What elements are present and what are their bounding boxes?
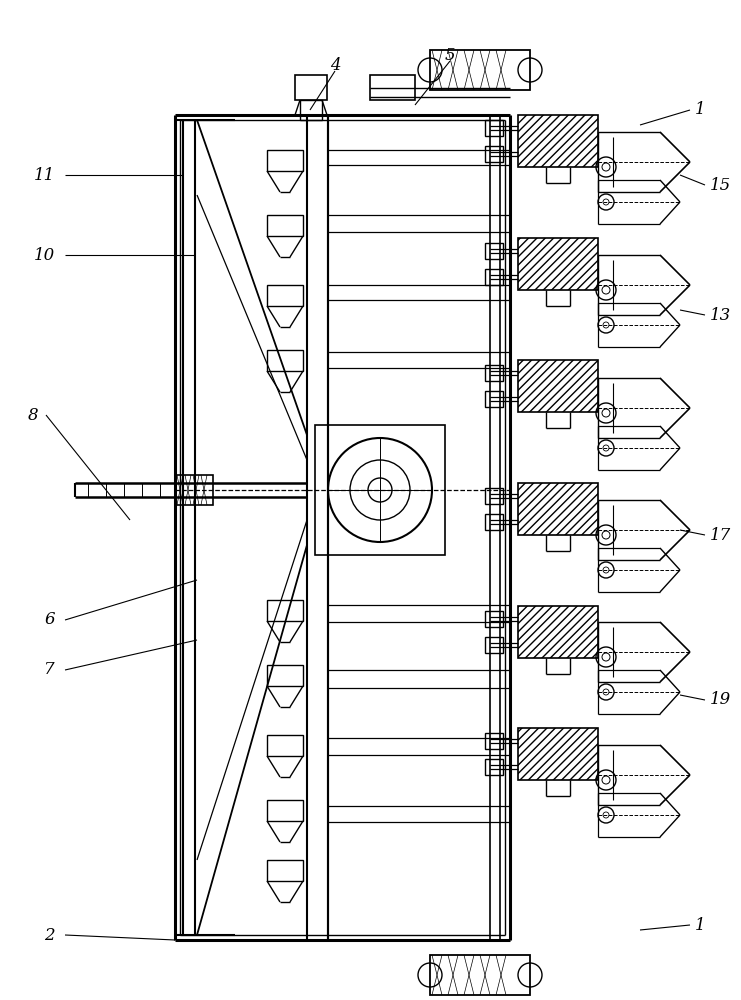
Bar: [267, 735, 303, 756]
Bar: [315, 425, 445, 555]
Bar: [267, 860, 303, 881]
Bar: [485, 488, 503, 504]
Bar: [295, 75, 327, 100]
Bar: [485, 391, 503, 407]
Text: 17: 17: [710, 526, 731, 544]
Bar: [485, 637, 503, 653]
Bar: [370, 75, 415, 100]
Text: 1: 1: [695, 102, 705, 118]
Bar: [518, 606, 598, 658]
Bar: [267, 150, 303, 171]
Text: 5: 5: [445, 46, 455, 64]
Bar: [518, 115, 598, 167]
Bar: [430, 50, 530, 90]
Text: 8: 8: [27, 406, 38, 424]
Text: 13: 13: [710, 306, 731, 324]
Text: 7: 7: [44, 662, 55, 678]
Bar: [267, 665, 303, 686]
Text: 4: 4: [330, 56, 340, 74]
Bar: [175, 475, 213, 505]
Bar: [518, 360, 598, 412]
Bar: [267, 800, 303, 821]
Bar: [485, 269, 503, 285]
Bar: [518, 728, 598, 780]
Bar: [267, 285, 303, 306]
Bar: [267, 215, 303, 236]
Bar: [267, 600, 303, 621]
Text: 19: 19: [710, 692, 731, 708]
Bar: [300, 100, 322, 120]
Text: 11: 11: [34, 166, 55, 184]
Text: 1: 1: [695, 916, 705, 934]
Bar: [430, 955, 530, 995]
Bar: [518, 238, 598, 290]
Bar: [485, 243, 503, 259]
Bar: [485, 733, 503, 749]
Bar: [518, 483, 598, 535]
Bar: [485, 611, 503, 627]
Text: 15: 15: [710, 176, 731, 194]
Bar: [485, 759, 503, 775]
Text: 2: 2: [44, 926, 55, 944]
Bar: [485, 514, 503, 530]
Bar: [485, 120, 503, 136]
Text: 6: 6: [44, 611, 55, 629]
Text: 10: 10: [34, 246, 55, 263]
Bar: [485, 146, 503, 162]
Bar: [267, 350, 303, 371]
Bar: [485, 365, 503, 381]
